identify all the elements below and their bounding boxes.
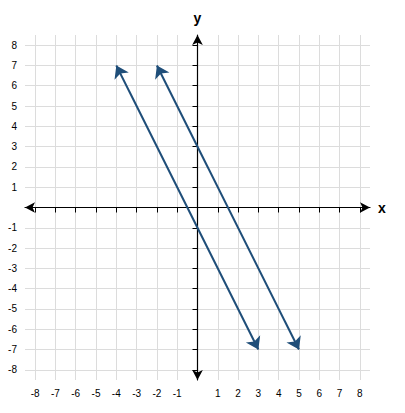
- svg-text:7: 7: [11, 60, 17, 71]
- svg-text:4: 4: [11, 121, 17, 132]
- svg-text:2: 2: [235, 388, 241, 399]
- svg-text:8: 8: [11, 40, 17, 51]
- svg-text:-5: -5: [8, 303, 17, 314]
- svg-text:6: 6: [11, 80, 17, 91]
- svg-text:-7: -7: [8, 344, 17, 355]
- svg-text:y: y: [194, 10, 202, 26]
- svg-text:3: 3: [11, 141, 17, 152]
- svg-text:4: 4: [276, 388, 282, 399]
- svg-text:-2: -2: [152, 388, 161, 399]
- svg-text:-8: -8: [31, 388, 40, 399]
- svg-text:-3: -3: [132, 388, 141, 399]
- svg-text:-6: -6: [8, 324, 17, 335]
- svg-text:5: 5: [11, 101, 17, 112]
- svg-text:-4: -4: [8, 283, 17, 294]
- svg-text:-1: -1: [173, 388, 182, 399]
- svg-text:2: 2: [11, 161, 17, 172]
- svg-text:-5: -5: [92, 388, 101, 399]
- svg-text:1: 1: [11, 182, 17, 193]
- svg-text:-3: -3: [8, 263, 17, 274]
- svg-text:3: 3: [256, 388, 262, 399]
- svg-text:-6: -6: [71, 388, 80, 399]
- svg-text:-8: -8: [8, 364, 17, 375]
- svg-text:5: 5: [296, 388, 302, 399]
- svg-text:-7: -7: [51, 388, 60, 399]
- svg-text:-1: -1: [8, 222, 17, 233]
- svg-text:7: 7: [337, 388, 343, 399]
- svg-text:6: 6: [316, 388, 322, 399]
- svg-text:-2: -2: [8, 243, 17, 254]
- svg-text:1: 1: [215, 388, 221, 399]
- svg-text:-4: -4: [112, 388, 121, 399]
- svg-text:8: 8: [357, 388, 363, 399]
- svg-text:x: x: [378, 200, 386, 216]
